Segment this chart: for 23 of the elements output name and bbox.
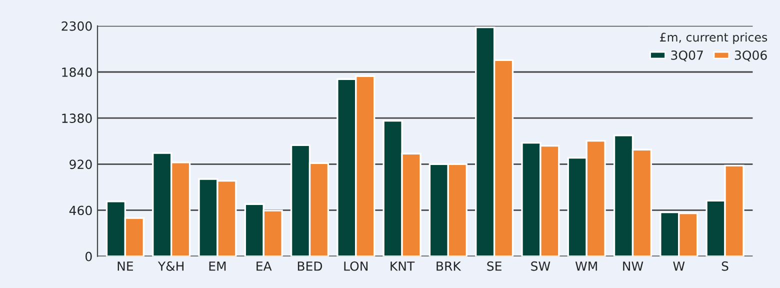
x-tick-label: EM xyxy=(209,262,226,271)
x-tick-label: SE xyxy=(487,261,502,271)
y-tick-label: 0 xyxy=(86,252,92,262)
y-tick-label: 1380 xyxy=(62,114,92,124)
x-tick-label: LON xyxy=(344,261,368,271)
y-tick-label: 1840 xyxy=(62,67,92,77)
x-tick-label: BRK xyxy=(436,262,462,271)
x-tick-label: SW xyxy=(531,261,550,271)
y-tick-label: 460 xyxy=(69,206,92,216)
x-tick-label: NW xyxy=(623,262,644,271)
x-tick-label: W xyxy=(673,262,685,271)
x-tick-label: EA xyxy=(256,262,272,271)
legend-title: £m, current prices xyxy=(660,32,768,44)
y-tick-label: 920 xyxy=(70,160,92,170)
x-tick-label: S xyxy=(722,261,728,271)
x-tick-label: NE xyxy=(118,262,134,271)
legend-label: 3Q07 xyxy=(671,50,703,62)
x-tick-label: KNT xyxy=(390,262,415,271)
y-tick-label: 2300 xyxy=(62,21,92,31)
x-tick-label: BED xyxy=(298,262,322,271)
legend-label: 3Q06 xyxy=(734,50,767,62)
x-tick-label: WM xyxy=(575,262,597,271)
x-tick-label: Y&H xyxy=(158,261,184,271)
